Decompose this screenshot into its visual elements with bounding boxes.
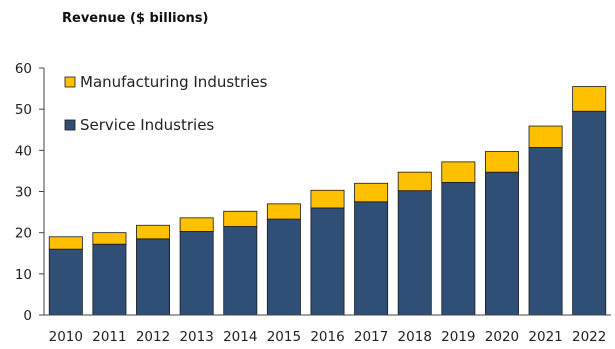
- chart-title: Revenue ($ billions): [62, 11, 208, 26]
- x-tick-label: 2017: [354, 329, 388, 345]
- bars: [48, 86, 607, 316]
- bar-service-2015: [266, 218, 301, 316]
- bar-manufacturing-2013: [179, 217, 214, 232]
- bar-manufacturing-2022: [572, 86, 607, 112]
- legend-label-service: Service Industries: [80, 116, 214, 134]
- x-tick-label: 2022: [572, 329, 606, 345]
- x-tick-label: 2014: [223, 329, 257, 345]
- bar-service-2020: [484, 171, 519, 316]
- x-tick-label: 2019: [441, 329, 475, 345]
- bar-manufacturing-2015: [266, 203, 301, 220]
- x-tick-label: 2012: [136, 329, 170, 345]
- y-axis: 0 10 20 30 40 50 60: [15, 61, 45, 324]
- bar-service-2019: [441, 182, 476, 316]
- bar-service-2016: [310, 207, 345, 316]
- x-tick-label: 2010: [49, 329, 83, 345]
- bar-manufacturing-2014: [223, 210, 258, 227]
- y-tick-label: 0: [23, 308, 32, 324]
- legend-swatch-manufacturing: [64, 76, 76, 88]
- x-tick-label: 2015: [267, 329, 301, 345]
- legend: Manufacturing Industries Service Industri…: [64, 73, 268, 134]
- bar-service-2018: [397, 190, 432, 316]
- y-tick-label: 20: [15, 226, 32, 242]
- bar-manufacturing-2010: [48, 236, 83, 250]
- x-tick-label: 2011: [92, 329, 126, 345]
- y-tick-label: 10: [15, 267, 32, 283]
- x-tick-label: 2013: [179, 329, 213, 345]
- bar-service-2011: [92, 243, 127, 316]
- legend-label-manufacturing: Manufacturing Industries: [80, 73, 268, 91]
- bar-service-2021: [528, 147, 563, 316]
- y-tick-label: 60: [15, 61, 32, 77]
- bar-manufacturing-2016: [310, 189, 345, 209]
- bar-service-2022: [572, 110, 607, 316]
- x-tick-label: 2021: [528, 329, 562, 345]
- bar-manufacturing-2021: [528, 125, 563, 148]
- x-tick-label: 2018: [398, 329, 432, 345]
- legend-swatch-service: [64, 119, 76, 131]
- bar-service-2017: [354, 201, 389, 316]
- bar-manufacturing-2012: [136, 224, 171, 240]
- bar-service-2013: [179, 231, 214, 316]
- x-axis: 2010 2011 2012 2013 2014 2015 2016 2017 2018 2019…: [44, 314, 611, 345]
- bar-manufacturing-2017: [354, 182, 389, 203]
- y-tick-label: 50: [15, 102, 32, 118]
- bar-manufacturing-2011: [92, 232, 127, 245]
- bar-manufacturing-2019: [441, 161, 476, 183]
- y-tick-label: 40: [15, 143, 32, 159]
- bar-manufacturing-2018: [397, 171, 432, 192]
- x-tick-label: 2016: [310, 329, 344, 345]
- x-tick-label: 2020: [485, 329, 519, 345]
- bar-service-2012: [136, 238, 171, 316]
- bar-manufacturing-2020: [484, 151, 519, 173]
- y-tick-label: 30: [15, 185, 32, 201]
- bar-service-2014: [223, 226, 258, 316]
- bar-service-2010: [48, 248, 83, 316]
